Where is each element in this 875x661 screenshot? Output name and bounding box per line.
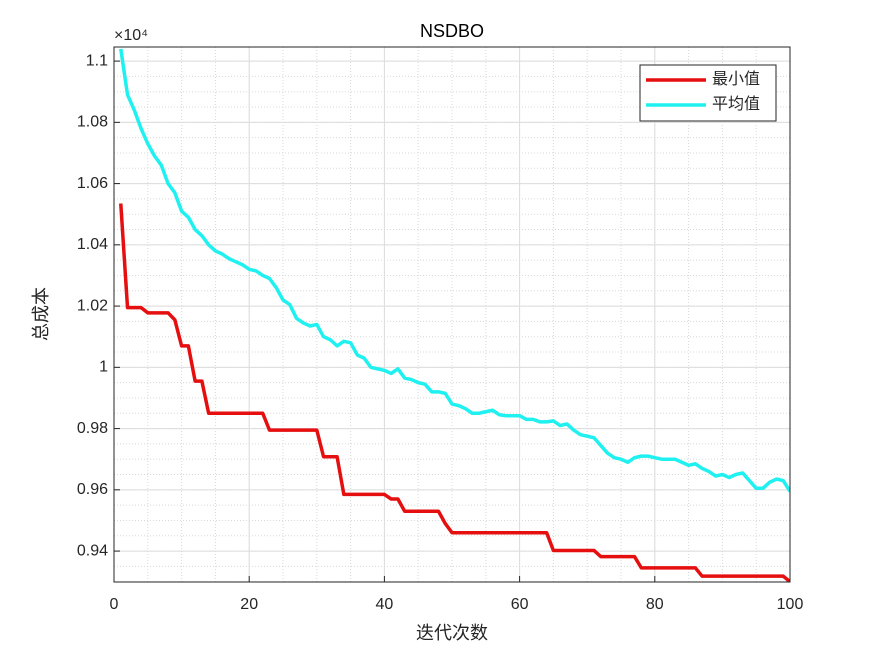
legend-label: 平均值 [712, 95, 760, 113]
y-tick-label: 0.94 [77, 542, 108, 559]
series-group [119, 48, 790, 582]
y-multiplier: ×10⁴ [114, 27, 148, 44]
y-axis-label: 总成本 [31, 287, 51, 341]
chart-title: NSDBO [420, 21, 484, 41]
y-tick-label: 1.06 [77, 175, 108, 192]
x-tick-label: 100 [777, 596, 804, 613]
y-tick-label: 0.96 [77, 481, 108, 498]
x-tick-label: 0 [110, 596, 119, 613]
y-tick-label: 0.98 [77, 420, 108, 437]
y-tick-label: 1.1 [86, 52, 108, 69]
legend-box [639, 64, 777, 122]
x-axis-label: 迭代次数 [416, 623, 488, 643]
x-tick-label: 20 [240, 596, 258, 613]
axes-box [113, 46, 791, 583]
legend-label: 最小值 [712, 70, 760, 88]
x-tick-label: 60 [511, 596, 529, 613]
y-tick-label: 1.08 [77, 114, 108, 131]
line-series [119, 203, 790, 582]
y-tick-label: 1.02 [77, 297, 108, 314]
x-tick-label: 80 [646, 596, 664, 613]
line-series [119, 48, 790, 493]
y-tick-label: 1.04 [77, 236, 108, 253]
x-tick-label: 40 [376, 596, 394, 613]
y-tick-label: 1 [99, 359, 108, 376]
